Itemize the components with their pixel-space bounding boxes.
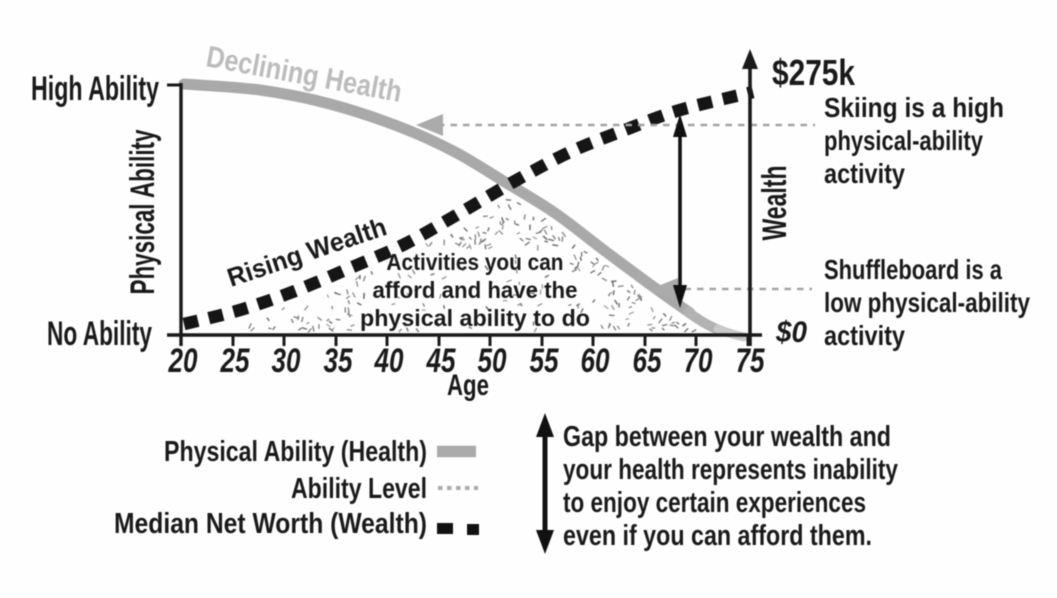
svg-text:25: 25 xyxy=(220,342,251,380)
svg-text:low physical-ability: low physical-ability xyxy=(824,287,1030,318)
svg-text:75: 75 xyxy=(736,342,766,380)
svg-text:35: 35 xyxy=(324,342,354,380)
svg-text:50: 50 xyxy=(478,342,507,380)
svg-text:$0: $0 xyxy=(775,316,807,349)
svg-text:20: 20 xyxy=(168,342,198,380)
svg-text:to enjoy certain experiences: to enjoy certain experiences xyxy=(563,487,866,519)
svg-text:Gap between your wealth and: Gap between your wealth and xyxy=(563,421,891,453)
svg-text:Shuffleboard is a: Shuffleboard is a xyxy=(824,254,1002,285)
svg-text:55: 55 xyxy=(530,342,560,380)
svg-text:even if you can afford them.: even if you can afford them. xyxy=(563,520,872,552)
svg-text:activity: activity xyxy=(824,158,905,189)
svg-text:activity: activity xyxy=(824,320,905,351)
svg-text:Ability Level: Ability Level xyxy=(291,473,427,505)
svg-text:30: 30 xyxy=(272,342,301,380)
svg-text:Wealth: Wealth xyxy=(756,166,794,241)
svg-text:$275k: $275k xyxy=(772,52,856,93)
svg-text:65: 65 xyxy=(633,342,663,380)
svg-text:Physical Ability: Physical Ability xyxy=(124,129,162,294)
svg-text:physical-ability: physical-ability xyxy=(824,125,983,156)
svg-text:Median Net Worth (Wealth): Median Net Worth (Wealth) xyxy=(114,508,427,540)
svg-text:Activities you can: Activities you can xyxy=(387,249,564,275)
svg-text:No Ability: No Ability xyxy=(47,315,152,353)
svg-text:High Ability: High Ability xyxy=(31,70,159,108)
svg-text:40: 40 xyxy=(374,342,404,380)
svg-text:Skiing is a high: Skiing is a high xyxy=(824,92,1004,123)
svg-text:Physical Ability (Health): Physical Ability (Health) xyxy=(164,436,427,468)
svg-text:your health represents inabili: your health represents inability xyxy=(563,454,898,486)
svg-text:Age: Age xyxy=(447,369,489,402)
svg-text:physical ability to do: physical ability to do xyxy=(360,305,590,331)
svg-text:70: 70 xyxy=(684,342,713,380)
svg-text:60: 60 xyxy=(581,342,610,380)
svg-text:afford and have the: afford and have the xyxy=(373,277,578,303)
svg-text:45: 45 xyxy=(426,342,457,380)
